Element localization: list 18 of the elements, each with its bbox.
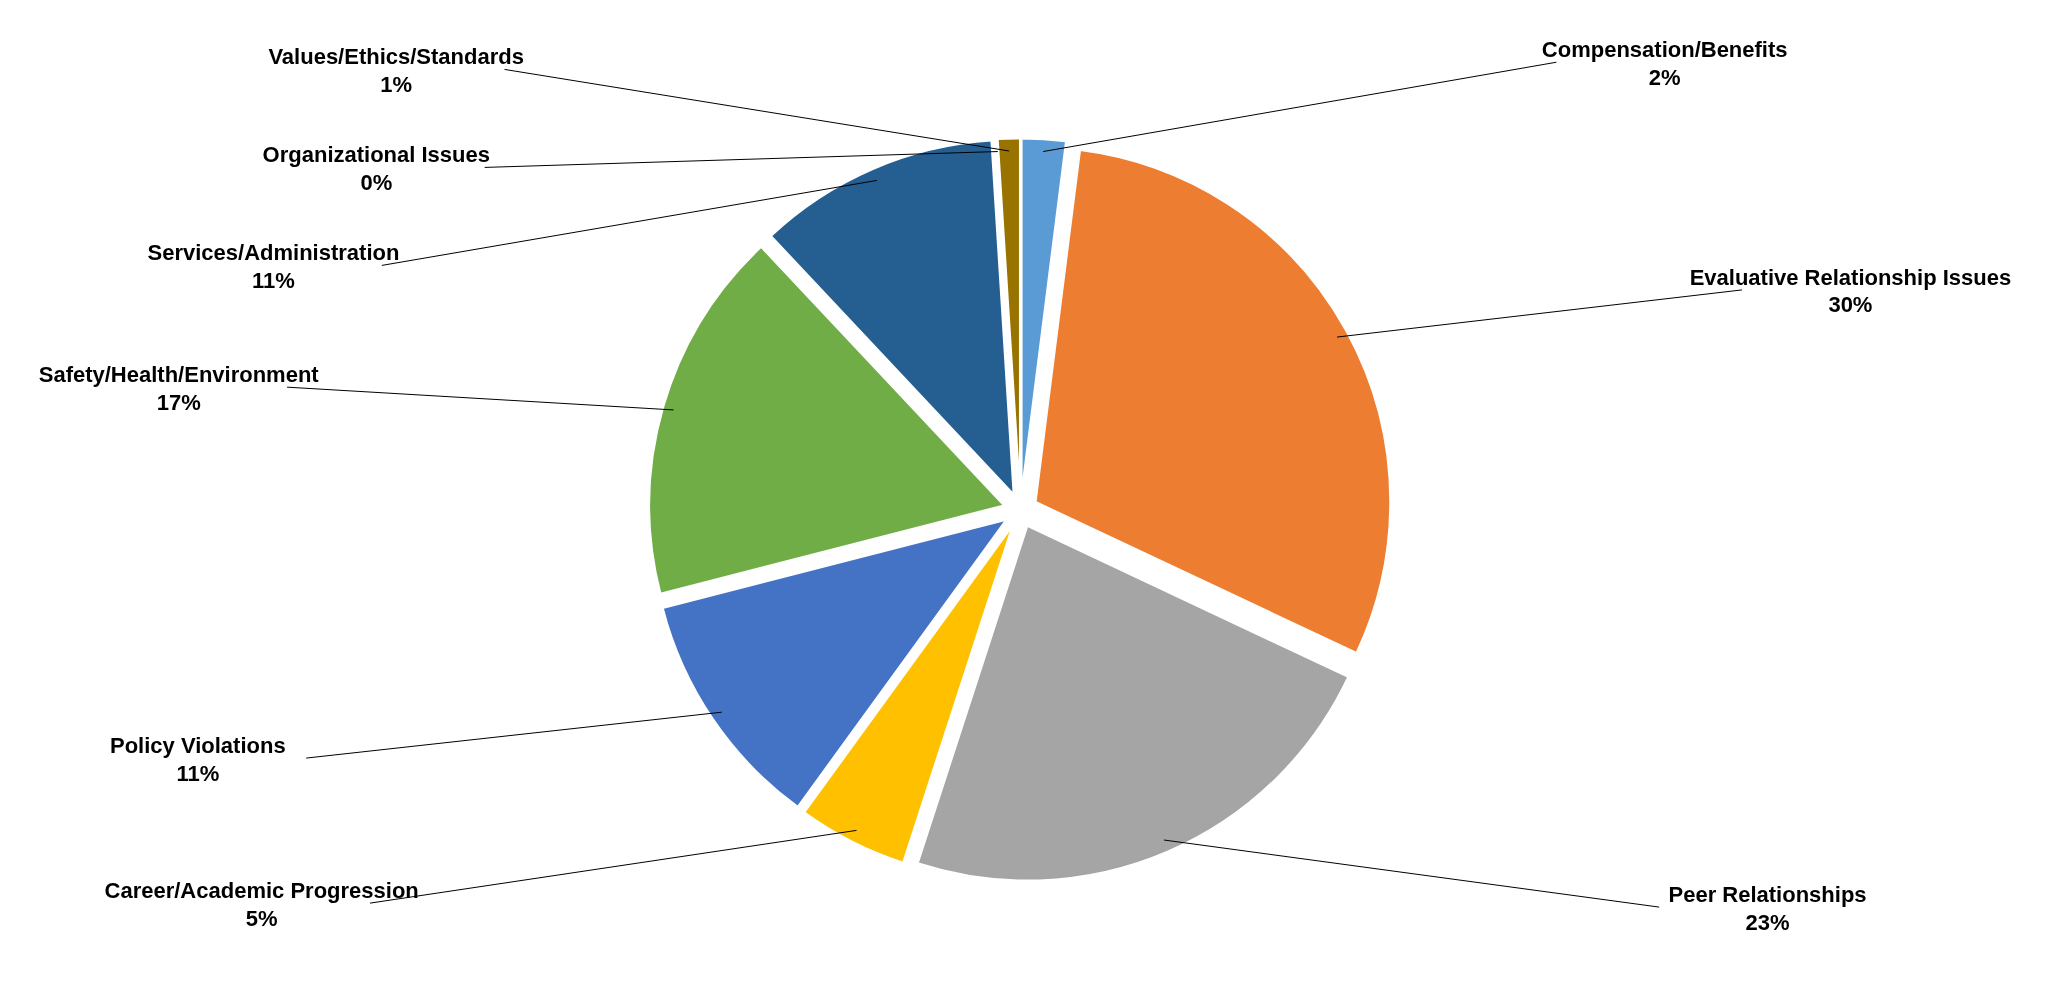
data-label: 11% [252,267,295,293]
slice-label: Peer Relationships [1668,882,1867,908]
slice-label: Safety/Health/Environment [38,362,320,388]
data-label: 2% [1648,64,1681,90]
slice-label: Career/Academic Progression [104,878,419,904]
slice-label: Evaluative Relationship Issues [1689,264,2012,290]
slice-label: Compensation/Benefits [1541,37,1788,63]
slice-label: Policy Violations [109,733,286,759]
data-label: 17% [156,389,201,415]
slice-label: Values/Ethics/Standards [268,44,524,70]
category-label: Organizational Issues [262,142,491,168]
text: 0% [360,169,393,195]
data-label: 23% [1745,909,1790,935]
slice-label: Services/Administration [147,240,400,266]
data-label: 5% [245,905,278,931]
data-label: 1% [380,71,413,97]
data-label: 30% [1828,292,1873,318]
data-label: 11% [176,760,220,786]
